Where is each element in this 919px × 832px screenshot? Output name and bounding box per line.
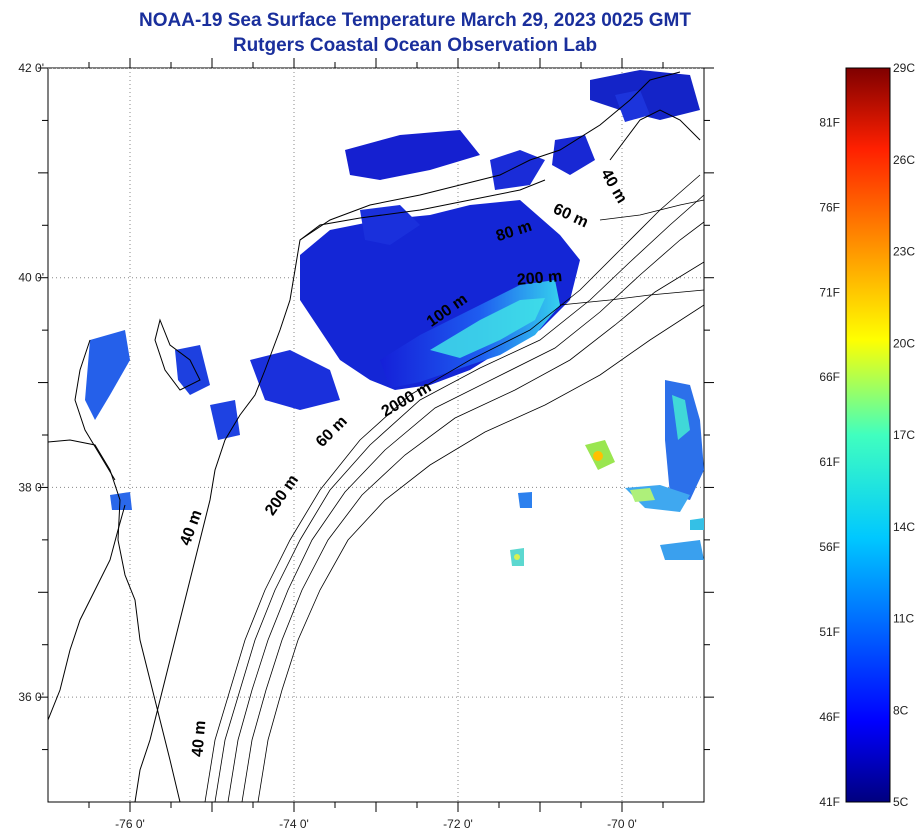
colorbar-fahrenheit-label: 76F: [819, 200, 840, 214]
colorbar-fahrenheit-label: 51F: [819, 625, 840, 639]
colorbar-celsius-label: 23C: [893, 245, 915, 259]
sst-overlay: [85, 70, 704, 566]
colorbar-celsius-label: 20C: [893, 336, 915, 350]
colorbar-fahrenheit-label: 81F: [819, 115, 840, 129]
map-title: NOAA-19 Sea Surface Temperature March 29…: [139, 10, 691, 31]
colorbar-celsius-label: 5C: [893, 795, 909, 809]
colorbar-celsius-label: 17C: [893, 428, 915, 442]
colorbar-celsius-label: 8C: [893, 703, 909, 717]
colorbar-fahrenheit-label: 46F: [819, 710, 840, 724]
longitude-label: -70 0': [607, 817, 637, 831]
longitude-label: -72 0': [443, 817, 473, 831]
map-subtitle: Rutgers Coastal Ocean Observation Lab: [232, 35, 598, 56]
bathymetry-contours: [204, 174, 704, 802]
latitude-label: 36 0': [18, 690, 44, 704]
colorbar-fahrenheit-label: 56F: [819, 540, 840, 554]
colorbar-fahrenheit-label: 71F: [819, 285, 840, 299]
longitude-labels: -76 0' -74 0' -72 0' -70 0': [115, 817, 637, 831]
latitude-labels: 42 0' 40 0' 38 0' 36 0': [18, 61, 44, 704]
colorbar-celsius-label: 26C: [893, 153, 915, 167]
colorbar-celsius-label: 11C: [893, 612, 914, 626]
longitude-label: -74 0': [279, 817, 309, 831]
latitude-label: 38 0': [18, 480, 44, 494]
latitude-label: 40 0': [18, 271, 44, 285]
axis-ticks: [38, 58, 714, 812]
colorbar-fahrenheit-label: 41F: [819, 795, 840, 809]
colorbar-celsius-label: 14C: [893, 520, 915, 534]
colorbar-celsius-label: 29C: [893, 61, 915, 75]
colorbar-fahrenheit-label: 66F: [819, 370, 840, 384]
map-frame: [47, 67, 705, 803]
coastline: [48, 71, 701, 802]
longitude-label: -76 0': [115, 817, 145, 831]
depth-contour-label: 40 m: [189, 720, 209, 758]
colorbar-labels: 29C 26C 23C 20C 17C 14C 11C 8C 5C 81F 76F 71F 66F 61F…: [819, 61, 915, 809]
depth-contour-label: 200 m: [516, 268, 563, 289]
latitude-label: 42 0': [18, 61, 44, 75]
colorbar: [845, 67, 891, 803]
colorbar-fahrenheit-label: 61F: [819, 455, 840, 469]
